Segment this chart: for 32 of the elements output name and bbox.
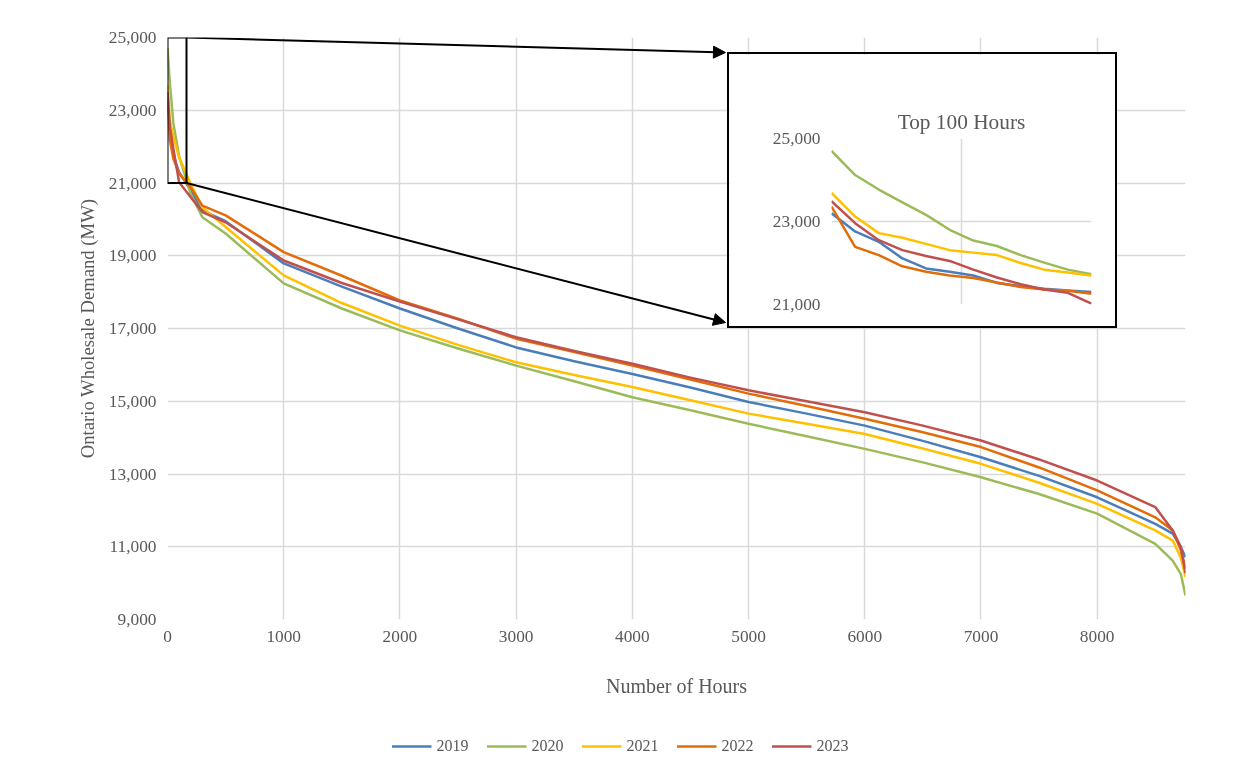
legend-label: 2020 bbox=[531, 737, 564, 755]
x-tick-label: 3000 bbox=[498, 626, 534, 646]
x-tick-label: 6000 bbox=[847, 626, 883, 646]
legend-label: 2019 bbox=[436, 737, 469, 755]
x-tick-label: 4000 bbox=[615, 626, 650, 646]
line-series bbox=[831, 149, 1092, 276]
x-tick-label: 0 bbox=[163, 626, 172, 646]
y-tick-label: 11,000 bbox=[109, 537, 157, 557]
y-tick-label: 19,000 bbox=[108, 246, 157, 266]
y-tick-label: 21,000 bbox=[108, 173, 157, 193]
y-tick-label: 15,000 bbox=[108, 391, 157, 411]
legend-label: 2022 bbox=[721, 737, 754, 755]
line-series bbox=[831, 191, 1092, 277]
y-tick-label: 13,000 bbox=[108, 464, 157, 484]
x-tick-label: 5000 bbox=[731, 626, 766, 646]
y-axis-title: Ontario Wholesale Demand (MW) bbox=[76, 199, 99, 459]
y-tick-label: 25,000 bbox=[108, 28, 157, 47]
x-tick-label: 1000 bbox=[266, 626, 302, 646]
x-tick-label: 8000 bbox=[1079, 626, 1115, 646]
y-tick-label: 23,000 bbox=[108, 100, 157, 120]
legend-label: 2021 bbox=[626, 737, 659, 755]
y-tick-label: 21,000 bbox=[772, 295, 821, 314]
y-tick-label: 9,000 bbox=[117, 610, 157, 629]
y-tick-label: 17,000 bbox=[108, 319, 157, 338]
legend-label: 2023 bbox=[816, 737, 849, 755]
x-axis-title: Number of Hours bbox=[605, 674, 748, 697]
line-series bbox=[831, 199, 1092, 305]
y-tick-label: 23,000 bbox=[772, 212, 821, 231]
chart-title: Top 100 Hours bbox=[897, 109, 1026, 134]
x-tick-label: 7000 bbox=[963, 626, 999, 646]
x-tick-label: 2000 bbox=[382, 626, 418, 646]
y-tick-label: 25,000 bbox=[772, 129, 821, 148]
